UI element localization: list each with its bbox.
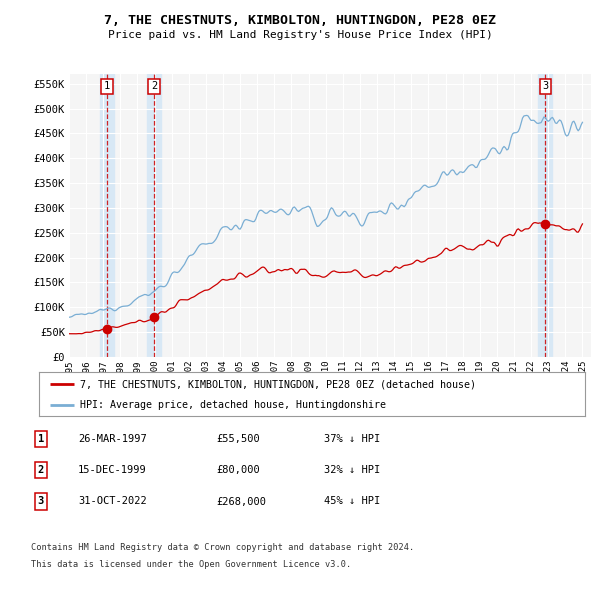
Text: 15-DEC-1999: 15-DEC-1999 xyxy=(78,466,147,475)
Text: 37% ↓ HPI: 37% ↓ HPI xyxy=(324,434,380,444)
Text: 26-MAR-1997: 26-MAR-1997 xyxy=(78,434,147,444)
Text: £268,000: £268,000 xyxy=(216,497,266,506)
Text: 7, THE CHESTNUTS, KIMBOLTON, HUNTINGDON, PE28 0EZ (detached house): 7, THE CHESTNUTS, KIMBOLTON, HUNTINGDON,… xyxy=(80,379,476,389)
Text: 31-OCT-2022: 31-OCT-2022 xyxy=(78,497,147,506)
Text: 3: 3 xyxy=(542,81,548,91)
Bar xyxy=(538,74,552,357)
Text: 2: 2 xyxy=(38,466,44,475)
Text: 32% ↓ HPI: 32% ↓ HPI xyxy=(324,466,380,475)
Text: HPI: Average price, detached house, Huntingdonshire: HPI: Average price, detached house, Hunt… xyxy=(80,400,386,410)
Text: Contains HM Land Registry data © Crown copyright and database right 2024.: Contains HM Land Registry data © Crown c… xyxy=(31,543,415,552)
Text: £80,000: £80,000 xyxy=(216,466,260,475)
Text: This data is licensed under the Open Government Licence v3.0.: This data is licensed under the Open Gov… xyxy=(31,559,352,569)
Text: 45% ↓ HPI: 45% ↓ HPI xyxy=(324,497,380,506)
Text: 3: 3 xyxy=(38,497,44,506)
Text: 1: 1 xyxy=(38,434,44,444)
Text: Price paid vs. HM Land Registry's House Price Index (HPI): Price paid vs. HM Land Registry's House … xyxy=(107,31,493,40)
Text: £55,500: £55,500 xyxy=(216,434,260,444)
Text: 2: 2 xyxy=(151,81,157,91)
Text: 7, THE CHESTNUTS, KIMBOLTON, HUNTINGDON, PE28 0EZ: 7, THE CHESTNUTS, KIMBOLTON, HUNTINGDON,… xyxy=(104,14,496,27)
Bar xyxy=(147,74,161,357)
Text: 1: 1 xyxy=(104,81,110,91)
Bar xyxy=(100,74,114,357)
